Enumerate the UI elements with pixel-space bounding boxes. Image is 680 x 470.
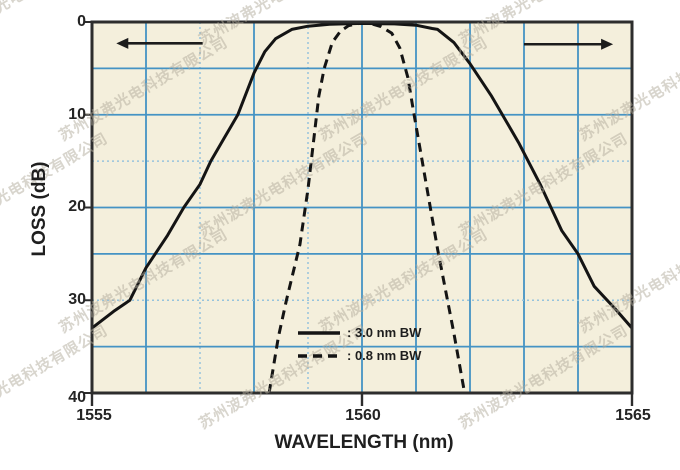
legend-line-solid-icon xyxy=(298,330,340,335)
legend-item-08nm: : 0.8 nm BW xyxy=(297,344,421,367)
y-tick-label-30: 30 xyxy=(68,291,86,308)
arrow-right-icon xyxy=(524,38,614,50)
plot-frame xyxy=(90,20,634,395)
y-tick-label-40: 40 xyxy=(68,389,86,406)
legend-label-3nm: : 3.0 nm BW xyxy=(347,325,422,340)
legend-label-08nm: : 0.8 nm BW xyxy=(347,348,422,363)
y-tick-marks xyxy=(84,21,91,394)
series-solid-3nm-bw xyxy=(91,21,634,330)
x-tick-label-1560: 1560 xyxy=(345,407,381,424)
x-tick-marks xyxy=(90,394,634,406)
legend-line-dashed-icon xyxy=(298,353,340,358)
legend-item-3nm: : 3.0 nm BW xyxy=(297,321,421,344)
y-tick-label-20: 20 xyxy=(68,198,86,215)
y-tick-label-10: 10 xyxy=(68,106,86,123)
arrow-left-icon xyxy=(116,37,203,49)
x-tick-label-1565: 1565 xyxy=(615,407,651,424)
grid-layer xyxy=(92,22,632,393)
x-tick-label-1555: 1555 xyxy=(76,407,112,424)
x-axis-title: WAVELENGTH (nm) xyxy=(274,432,454,453)
legend: : 3.0 nm BW : 0.8 nm BW xyxy=(297,321,421,367)
y-tick-label-0: 0 xyxy=(77,13,86,30)
